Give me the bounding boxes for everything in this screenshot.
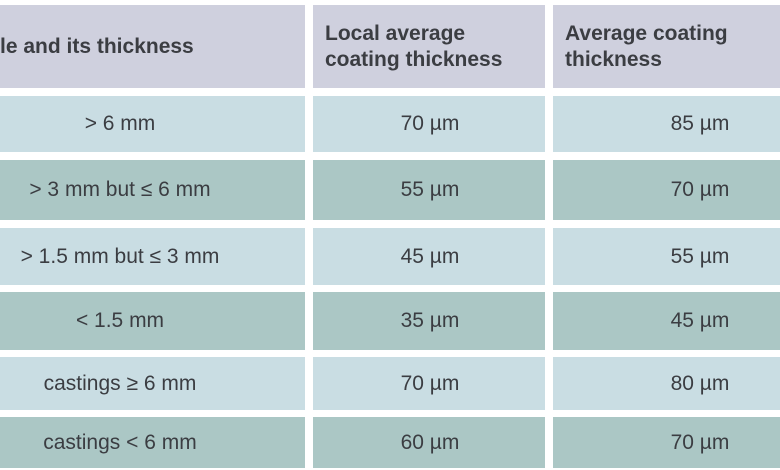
table-cell: 60 µm <box>313 417 545 468</box>
table-cell: castings ≥ 6 mm <box>0 357 305 410</box>
cell-text: 45 µm <box>670 309 730 332</box>
table-cell: 85 µm <box>553 96 780 152</box>
table-cell: 45 µm <box>553 292 780 350</box>
cell-text: 70 µm <box>670 430 730 454</box>
table-cell: 70 µm <box>553 160 780 220</box>
table-cell: 55 µm <box>553 228 780 285</box>
table-cell: 70 µm <box>553 417 780 468</box>
table-cell: 70 µm <box>313 357 545 410</box>
cell-text: 70 µm <box>400 112 460 135</box>
cell-text: > 6 mm <box>84 112 156 135</box>
table-cell: > 1.5 mm but ≤ 3 mm <box>0 228 305 285</box>
cell-text: 55 µm <box>400 178 460 201</box>
table-cell: > 6 mm <box>0 96 305 152</box>
cell-text: 70 µm <box>400 371 460 395</box>
header-cell: le and its thickness <box>0 5 305 88</box>
table-cell: 55 µm <box>313 160 545 220</box>
cell-text: 70 µm <box>670 178 730 201</box>
header-text: Local average <box>325 21 466 45</box>
cell-text: castings ≥ 6 mm <box>43 371 197 395</box>
cell-text: > 3 mm but ≤ 6 mm <box>29 178 211 201</box>
table-cell: 45 µm <box>313 228 545 285</box>
header-text: le and its thickness <box>0 34 194 58</box>
header-text: Average coating <box>565 21 728 45</box>
table-cell: < 1.5 mm <box>0 292 305 350</box>
cell-text: < 1.5 mm <box>75 309 165 332</box>
header-cell: Local average coating thickness <box>313 5 545 88</box>
table-cell: > 3 mm but ≤ 6 mm <box>0 160 305 220</box>
header-text: coating thickness <box>325 47 503 71</box>
cell-text: 55 µm <box>670 244 730 268</box>
header-cell: Average coating thickness <box>553 5 780 88</box>
cell-text: > 1.5 mm but ≤ 3 mm <box>20 244 220 268</box>
cell-text: 35 µm <box>400 309 460 332</box>
cell-text: 80 µm <box>670 371 730 395</box>
table-cell: 35 µm <box>313 292 545 350</box>
cell-text: castings < 6 mm <box>43 430 197 454</box>
table-cell: castings < 6 mm <box>0 417 305 468</box>
table-cell: 80 µm <box>553 357 780 410</box>
cell-text: 60 µm <box>400 430 460 454</box>
table-cell: 70 µm <box>313 96 545 152</box>
header-text: thickness <box>565 47 662 71</box>
cell-text: 85 µm <box>670 112 730 135</box>
cell-text: 45 µm <box>400 244 460 268</box>
